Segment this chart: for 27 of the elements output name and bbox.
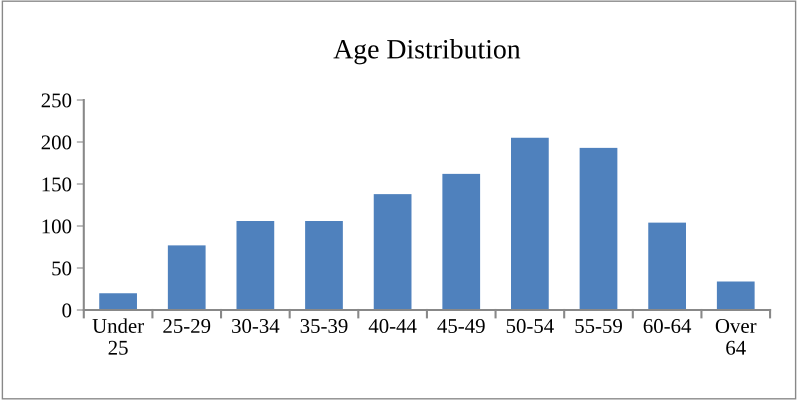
bar (236, 220, 274, 310)
x-tick-label: 30-34 (232, 318, 280, 333)
bar (648, 222, 686, 310)
bar (580, 148, 618, 310)
bar (99, 293, 137, 310)
bar (442, 174, 480, 310)
x-tick-label: 35-39 (300, 318, 348, 333)
y-tick-label: 200 (42, 135, 72, 150)
x-tick-label: 55-59 (575, 318, 622, 333)
x-tick-label: 25-29 (163, 318, 210, 333)
x-tick-label: 60-64 (644, 318, 692, 333)
bar (305, 220, 343, 310)
x-tick-label: Under 25 (92, 318, 144, 355)
bar (511, 138, 549, 310)
y-tick-label: 150 (42, 177, 72, 192)
y-tick-label: 250 (42, 93, 72, 108)
x-tick-label: Over 64 (716, 318, 756, 355)
y-tick-label: 0 (62, 303, 72, 318)
y-tick-label: 100 (42, 219, 72, 234)
bar (716, 281, 755, 310)
x-tick-label: 45-49 (437, 318, 485, 333)
x-tick-label: 40-44 (368, 318, 417, 333)
bar (168, 245, 206, 310)
y-tick-label: 50 (52, 261, 72, 276)
bar (374, 194, 412, 310)
x-tick-label: 50-54 (506, 318, 554, 333)
chart-title: Age Distribution (333, 39, 520, 64)
